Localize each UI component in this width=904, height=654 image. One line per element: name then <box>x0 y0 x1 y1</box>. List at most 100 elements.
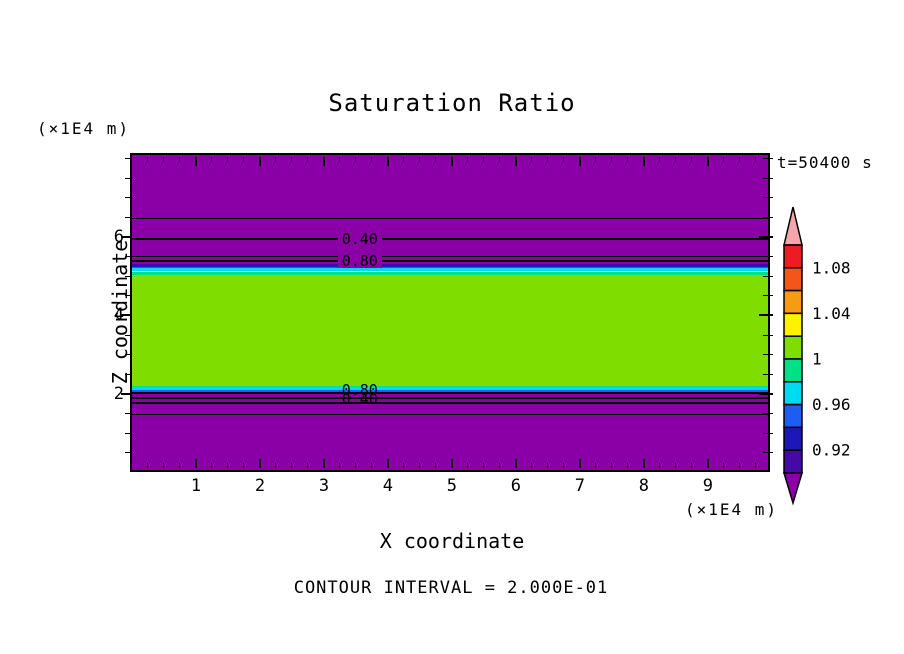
z-tick <box>763 373 773 375</box>
x-tick <box>691 463 693 468</box>
x-tick <box>514 157 517 166</box>
x-tick <box>386 459 389 468</box>
x-tick <box>739 157 741 162</box>
x-tick-label: 7 <box>574 476 585 496</box>
z-tick <box>759 314 773 317</box>
contour-line-0.4 <box>132 238 768 241</box>
x-tick <box>355 463 357 468</box>
contour-line-0.4 <box>132 401 768 404</box>
colorbar-segment-cyan <box>783 381 803 406</box>
x-tick <box>483 157 485 162</box>
z-tick <box>125 197 130 199</box>
x-tick <box>578 459 581 468</box>
colorbar-label: 0.96 <box>812 395 851 414</box>
x-tick <box>675 463 677 468</box>
x-tick-label: 6 <box>510 476 522 496</box>
colorbar-segment-navy <box>783 426 803 451</box>
z-tick <box>125 452 130 454</box>
colorbar-segment-orange <box>783 289 803 315</box>
contour-label-0.80: 0.80 <box>341 380 378 399</box>
x-tick <box>547 463 549 468</box>
z-tick <box>763 432 773 434</box>
z-tick <box>125 275 130 277</box>
x-tick <box>723 157 725 162</box>
x-tick-label: 1 <box>190 476 202 496</box>
z-tick <box>125 256 130 258</box>
contour-label-0.80: 0.80 <box>337 254 382 269</box>
contour-label-0.40: 0.40 <box>337 232 382 247</box>
x-tick <box>179 463 181 468</box>
z-tick <box>125 158 130 160</box>
x-tick <box>595 463 597 468</box>
x-tick <box>627 157 629 162</box>
contour-band-blue <box>132 266 768 269</box>
contour-line-0.8 <box>132 391 768 394</box>
z-tick <box>763 452 773 454</box>
x-axis-title: X coordinate <box>379 529 525 553</box>
x-tick-label: 4 <box>382 476 394 496</box>
x-tick <box>739 463 741 468</box>
x-tick <box>403 157 405 162</box>
x-tick <box>419 157 421 162</box>
x-tick <box>307 157 309 162</box>
z-tick <box>763 354 773 356</box>
x-tick <box>211 463 213 468</box>
x-tick <box>642 459 645 468</box>
colorbar-segment-blue <box>783 403 803 429</box>
contour-line-0.6 <box>132 396 768 399</box>
x-tick <box>339 463 341 468</box>
x-tick <box>514 459 517 468</box>
x-tick <box>163 463 165 468</box>
z-tick <box>125 432 130 434</box>
x-tick-label: 9 <box>702 476 713 496</box>
x-tick <box>291 463 293 468</box>
x-tick <box>499 463 501 468</box>
z-tick <box>125 413 130 414</box>
z-tick <box>763 413 773 414</box>
x-tick <box>227 463 229 468</box>
x-tick <box>194 157 197 166</box>
x-tick <box>595 157 597 162</box>
x-tick <box>371 157 373 162</box>
x-tick-label: 3 <box>318 476 330 496</box>
z-tick-label: 4 <box>113 305 124 326</box>
colorbar-segment-yellow <box>783 312 803 337</box>
x-tick <box>675 157 677 162</box>
contour-band-navy <box>132 265 768 267</box>
colorbar-segment-spring_green <box>783 358 803 383</box>
contour-line-0.2 <box>132 413 768 415</box>
plot-title: Saturation Ratio <box>328 89 576 117</box>
contour-band-purple <box>132 155 768 265</box>
x-tick <box>147 157 149 162</box>
z-tick <box>125 177 130 179</box>
x-tick <box>450 157 453 166</box>
colorbar-segment-orange_red <box>783 267 803 292</box>
z-tick <box>763 275 773 277</box>
contour-band-cyan <box>132 268 768 272</box>
colorbar-label: 1.04 <box>812 304 851 323</box>
z-tick <box>759 235 773 238</box>
z-tick <box>121 235 130 238</box>
x-tick <box>706 157 709 166</box>
z-tick-label: 2 <box>113 383 124 404</box>
colorbar-segment-red <box>783 244 803 269</box>
x-tick <box>435 157 437 162</box>
x-tick <box>243 157 245 162</box>
x-tick <box>563 157 565 162</box>
x-tick <box>258 157 261 166</box>
x-tick <box>755 463 757 468</box>
x-tick <box>163 157 165 162</box>
x-tick <box>179 157 181 162</box>
colorbar-segment-indigo <box>783 449 803 474</box>
x-tick <box>547 157 549 162</box>
contour-interval-note: CONTOUR INTERVAL = 2.000E-01 <box>293 578 609 598</box>
x-tick <box>322 157 325 166</box>
x-tick-label: 8 <box>638 476 649 496</box>
x-tick <box>275 157 277 162</box>
z-tick <box>763 334 773 336</box>
z-tick <box>763 256 773 258</box>
x-axis-unit-label: (×1E4 m) <box>685 500 779 519</box>
x-tick <box>611 463 613 468</box>
x-tick <box>627 463 629 468</box>
